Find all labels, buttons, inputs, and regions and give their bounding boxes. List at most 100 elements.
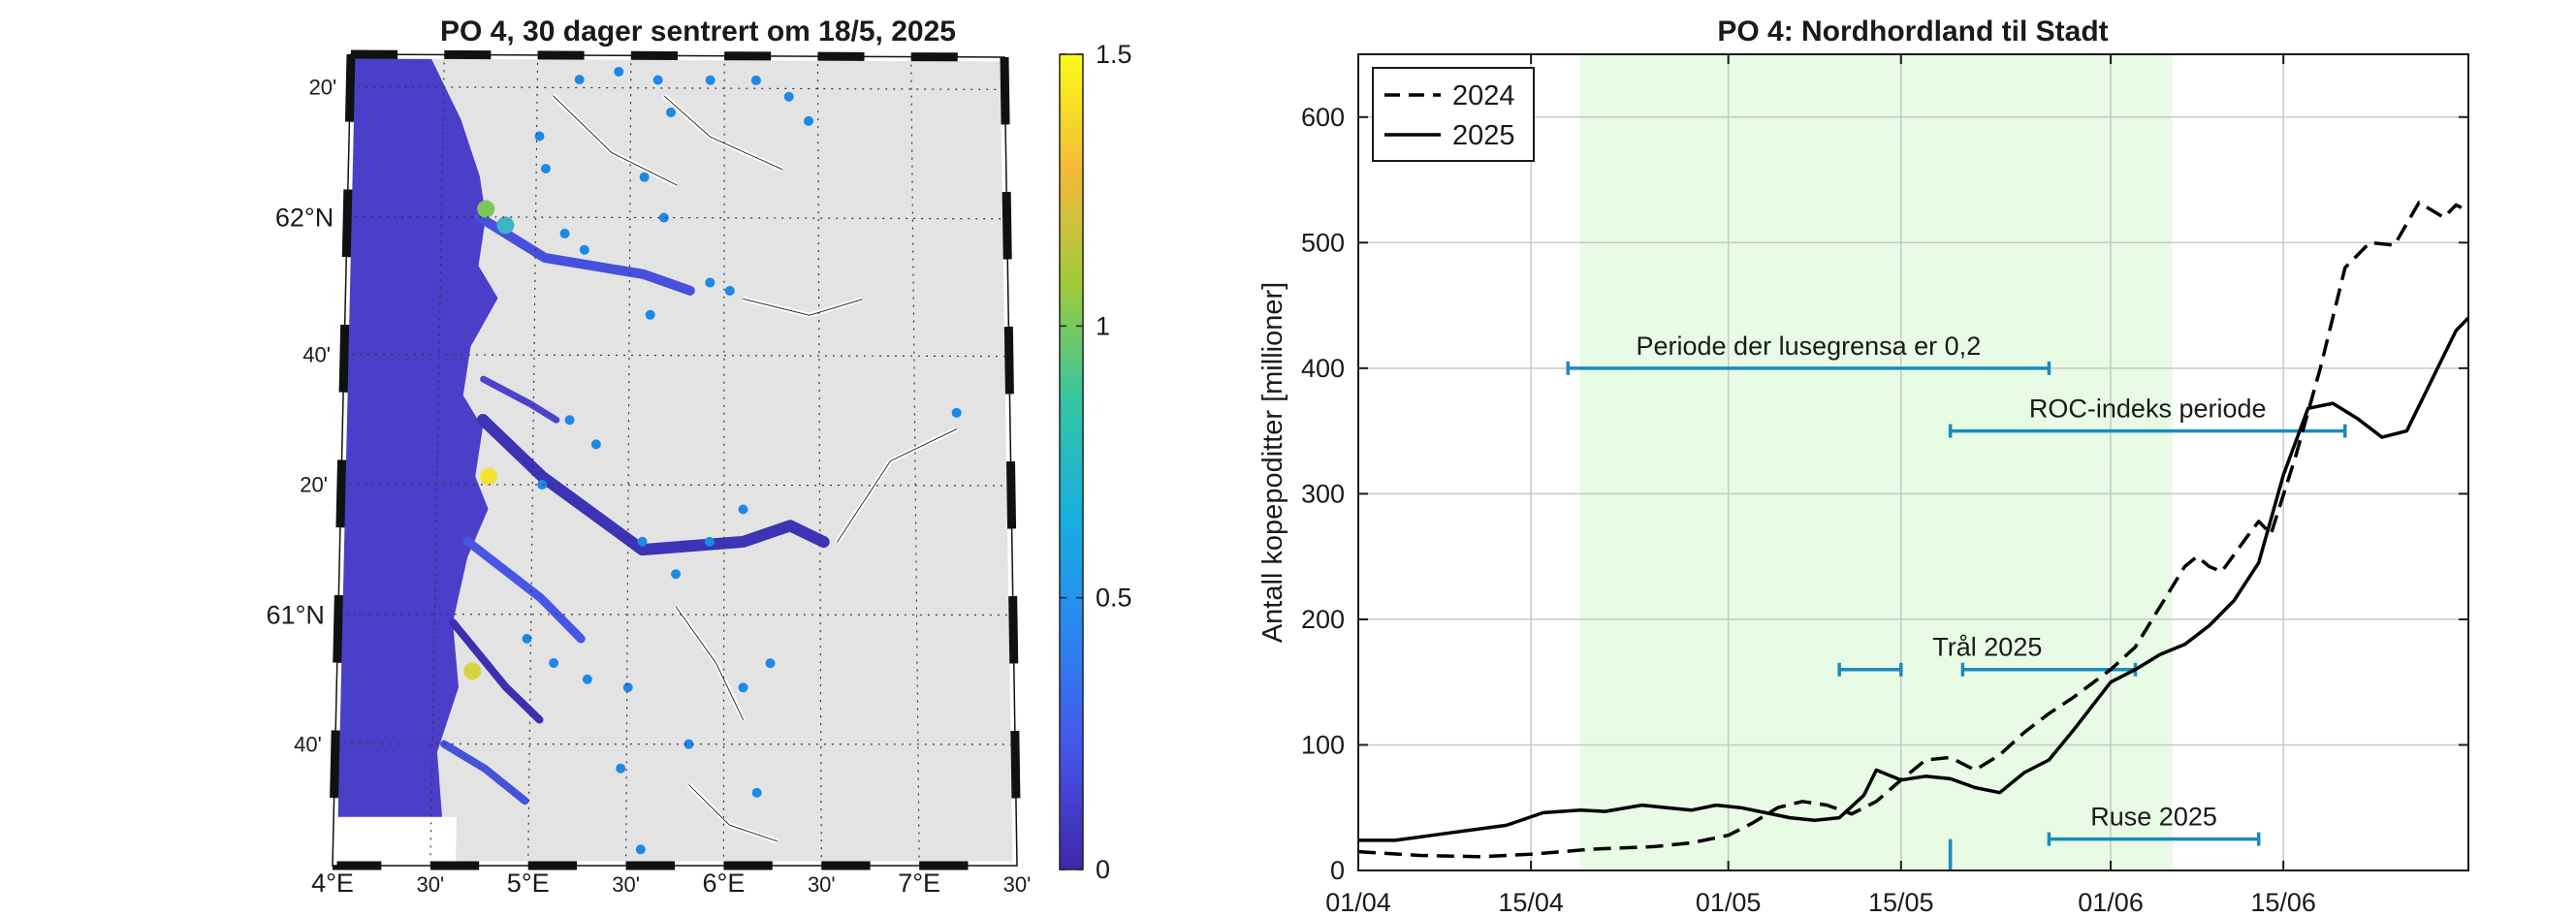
map-content [333, 54, 1017, 866]
station-marker [684, 739, 694, 749]
colorbar-tick-label: 1.5 [1096, 40, 1132, 69]
station-marker [751, 787, 762, 798]
station-marker [804, 115, 814, 126]
station-marker [724, 285, 735, 296]
y-tick-label: 200 [1301, 605, 1345, 634]
latitude-label: 62°N [275, 203, 334, 232]
line-chart: PO 4: Nordhordland til Stadt Periode der… [1257, 16, 2469, 917]
y-axis-label: Antall kopepoditter [millioner] [1257, 282, 1288, 643]
station-marker [738, 682, 748, 693]
map-graticule [334, 54, 1016, 867]
annotation-label: Trål 2025 [1932, 633, 2042, 662]
latitude-label: 20' [309, 75, 337, 99]
station-marker [705, 277, 716, 288]
lake-outline [675, 606, 745, 720]
station-marker [639, 172, 650, 182]
longitude-label: 30' [1003, 872, 1032, 897]
parallel [340, 484, 1011, 487]
concentration-hotspot [477, 200, 495, 218]
station-marker [704, 536, 715, 547]
station-marker [658, 212, 669, 223]
annotation-label: Ruse 2025 [2090, 803, 2217, 832]
series-line-2025 [1358, 316, 2468, 842]
no-data-area [333, 816, 457, 866]
station-marker [549, 657, 559, 668]
legend: 2024 2025 [1372, 67, 1535, 162]
parallel [347, 215, 1007, 220]
y-axis-ticks: 0 100 200 300 400 500 600 [1301, 103, 2468, 885]
x-tick-label: 15/06 [2250, 888, 2316, 917]
longitude-label: 6°E [703, 869, 746, 898]
legend-label-2024: 2024 [1452, 80, 1515, 111]
station-marker [559, 228, 570, 238]
y-tick-label: 600 [1301, 103, 1345, 132]
y-tick-label: 500 [1301, 228, 1345, 257]
fjord [462, 536, 586, 644]
chart-series [1358, 201, 2468, 859]
shaded-period [1580, 54, 2173, 870]
station-marker [534, 131, 545, 142]
station-marker [666, 107, 677, 117]
station-marker [637, 536, 648, 547]
longitude-label: 30' [808, 872, 836, 897]
concentration-hotspot [480, 467, 498, 486]
meridian [624, 55, 632, 867]
annotation-label: Periode der lusegrensa er 0,2 [1636, 332, 1981, 361]
map-longitude-labels: 4°E 30' 5°E 30' 6°E 30' 7°E 30' [311, 869, 1031, 898]
station-marker [671, 569, 682, 580]
longitude-label: 30' [417, 872, 445, 897]
station-marker [645, 309, 655, 320]
colorbar-ticks: 1.5 1 0.5 0 [1060, 40, 1132, 884]
land-area [333, 54, 1017, 866]
fjord [480, 375, 560, 424]
series-line-2024 [1358, 201, 2468, 859]
legend-label-2025: 2025 [1452, 120, 1515, 151]
station-marker [622, 682, 633, 693]
lake-outline [664, 95, 783, 171]
station-marker [951, 407, 962, 418]
station-marker [616, 763, 626, 774]
latitude-label: 61°N [267, 601, 325, 630]
parallel [350, 85, 1005, 90]
sea-area [333, 54, 498, 866]
map-title: PO 4, 30 dager sentrert om 18/5, 2025 [440, 16, 956, 47]
meridian [722, 55, 725, 867]
y-tick-label: 100 [1301, 730, 1345, 759]
fjord [440, 740, 529, 806]
lake-outline [743, 298, 863, 316]
longitude-label: 7°E [898, 869, 940, 898]
map-latitude-labels: 20' 62°N 40' 20' 61°N 40' [267, 75, 337, 756]
meridian [429, 54, 445, 867]
longitude-label: 30' [612, 872, 640, 897]
station-marker [635, 844, 646, 855]
colorbar-tick-label: 0.5 [1096, 584, 1132, 613]
concentration-hotspot [463, 662, 482, 680]
legend-box [1372, 67, 1535, 162]
meridian [816, 56, 822, 867]
map-panel: PO 4, 30 dager sentrert om 18/5, 2025 4°… [267, 16, 1032, 898]
x-tick-label: 15/05 [1868, 888, 1934, 917]
latitude-label: 40' [302, 343, 331, 367]
station-marker [590, 439, 601, 450]
y-tick-label: 0 [1330, 856, 1345, 885]
chart-title: PO 4: Nordhordland til Stadt [1717, 16, 2108, 47]
colorbar: 1.5 1 0.5 0 [1059, 40, 1132, 884]
station-marker [765, 658, 776, 669]
station-marker [783, 91, 794, 102]
station-marker [574, 75, 585, 85]
station-marker [540, 163, 551, 174]
longitude-label: 5°E [507, 869, 550, 898]
x-axis-ticks: 01/04 15/04 01/05 15/05 01/06 15/06 [1325, 54, 2316, 917]
station-marker [537, 480, 548, 490]
latitude-label: 40' [294, 732, 322, 756]
station-marker [705, 75, 716, 85]
station-marker [579, 244, 589, 255]
map-border [328, 49, 1022, 870]
latitude-label: 20' [300, 473, 328, 497]
station-marker [738, 504, 748, 515]
station-marker [750, 75, 761, 85]
colorbar-tick-label: 1 [1096, 311, 1110, 340]
x-tick-label: 01/06 [2078, 888, 2144, 917]
x-tick-label: 01/05 [1696, 888, 1762, 917]
